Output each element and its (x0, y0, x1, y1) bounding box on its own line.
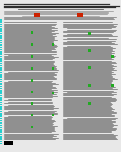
Bar (31, 43, 33, 46)
Bar (0, 88, 2, 89)
Bar (0, 120, 2, 121)
Bar (0, 37, 2, 39)
Bar (0, 83, 2, 85)
Bar (0, 58, 2, 60)
Bar (0, 19, 2, 21)
Bar (0, 60, 2, 62)
Bar (0, 115, 2, 117)
Bar (0, 42, 2, 43)
Bar (31, 55, 33, 58)
Bar (0, 24, 2, 25)
Bar (0, 47, 2, 48)
Bar (31, 114, 33, 116)
Bar (4, 141, 13, 145)
Bar (31, 91, 33, 93)
Bar (31, 126, 33, 128)
Bar (0, 131, 2, 133)
Bar (52, 43, 54, 46)
Bar (0, 95, 2, 96)
Bar (31, 67, 33, 70)
Bar (52, 114, 54, 116)
Bar (0, 90, 2, 92)
Bar (0, 106, 2, 108)
Bar (0, 118, 2, 119)
Bar (0, 28, 2, 30)
Bar (0, 56, 2, 57)
Bar (0, 136, 2, 138)
Bar (0, 111, 2, 112)
Bar (0, 134, 2, 135)
Bar (0, 127, 2, 128)
Bar (0, 143, 2, 144)
Bar (31, 79, 33, 82)
Bar (77, 13, 83, 17)
Bar (88, 32, 91, 35)
Bar (0, 99, 2, 101)
Bar (31, 31, 33, 34)
Bar (31, 102, 33, 105)
Bar (0, 81, 2, 83)
Bar (0, 21, 2, 23)
Bar (52, 67, 54, 70)
Bar (0, 74, 2, 76)
Bar (0, 40, 2, 41)
Bar (0, 104, 2, 105)
Bar (0, 129, 2, 131)
Bar (111, 55, 114, 58)
Bar (0, 51, 2, 53)
Bar (34, 13, 40, 17)
Bar (88, 84, 91, 87)
Bar (0, 138, 2, 140)
Bar (0, 53, 2, 55)
Bar (0, 124, 2, 126)
Bar (88, 49, 91, 52)
Bar (0, 65, 2, 66)
Bar (0, 35, 2, 37)
Bar (0, 67, 2, 69)
Bar (0, 79, 2, 80)
Bar (0, 97, 2, 98)
Bar (88, 66, 91, 69)
Bar (88, 102, 91, 105)
Bar (111, 84, 114, 87)
Bar (0, 86, 2, 87)
Bar (0, 92, 2, 94)
Bar (0, 33, 2, 34)
Bar (0, 44, 2, 46)
Bar (0, 76, 2, 78)
Bar (0, 113, 2, 115)
Bar (0, 63, 2, 64)
Bar (0, 122, 2, 124)
Bar (0, 49, 2, 50)
Bar (0, 69, 2, 71)
Bar (0, 109, 2, 110)
Bar (0, 141, 2, 142)
Bar (0, 102, 2, 103)
Bar (0, 72, 2, 73)
Bar (0, 30, 2, 32)
Bar (0, 26, 2, 27)
Bar (52, 92, 54, 94)
